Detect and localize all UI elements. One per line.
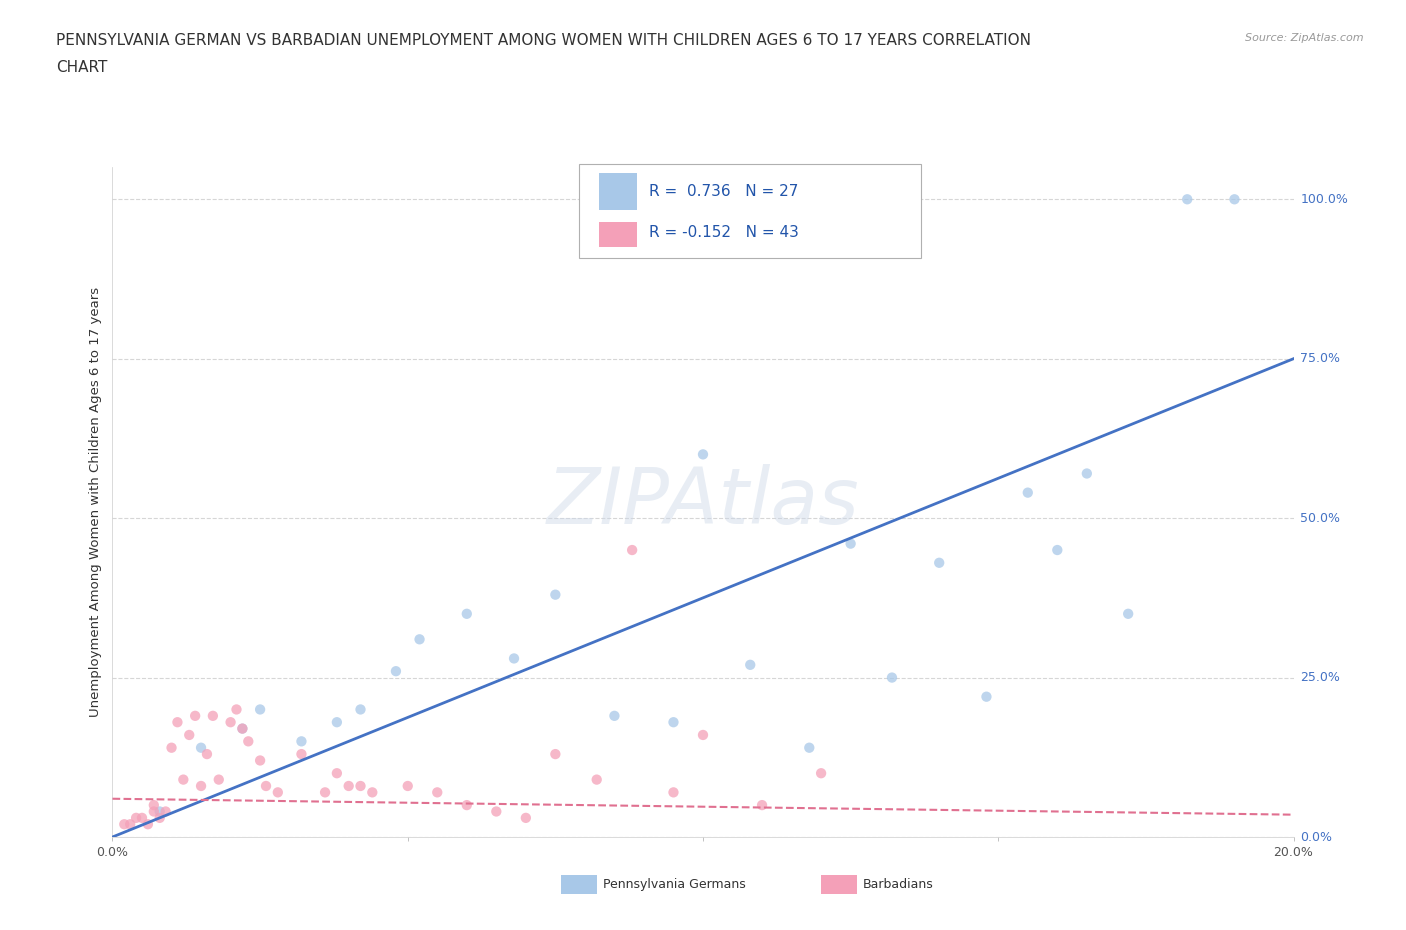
Point [142,798,165,813]
FancyBboxPatch shape [599,221,637,247]
FancyBboxPatch shape [561,875,596,894]
Point [249,702,271,717]
Text: Source: ZipAtlas.com: Source: ZipAtlas.com [1246,33,1364,43]
Point [544,587,567,602]
Point [195,747,218,762]
Text: ZIPAtlas: ZIPAtlas [547,464,859,540]
Point [1175,192,1198,206]
Point [155,804,177,819]
Text: R =  0.736   N = 27: R = 0.736 N = 27 [648,184,799,199]
Point [201,709,224,724]
Point [1223,192,1246,206]
Point [179,727,201,742]
Point [225,702,247,717]
Point [880,671,903,685]
Point [166,715,188,730]
Point [662,715,685,730]
Point [290,734,312,749]
Point [1046,542,1069,557]
Point [839,537,862,551]
Point [503,651,526,666]
Point [231,721,253,736]
Point [219,715,242,730]
Text: CHART: CHART [56,60,108,75]
Point [160,740,183,755]
Point [456,798,478,813]
Point [190,778,212,793]
Point [515,810,537,825]
FancyBboxPatch shape [821,875,856,894]
Point [349,702,371,717]
Text: 25.0%: 25.0% [1301,671,1340,684]
Text: Barbadians: Barbadians [862,878,934,891]
Point [976,689,998,704]
Point [337,778,360,793]
Point [136,817,159,831]
Point [408,631,430,646]
Text: R = -0.152   N = 43: R = -0.152 N = 43 [648,225,799,240]
Point [692,447,714,462]
Point [190,740,212,755]
Point [254,778,277,793]
Point [740,658,762,672]
Point [326,765,349,780]
Y-axis label: Unemployment Among Women with Children Ages 6 to 17 years: Unemployment Among Women with Children A… [89,287,103,717]
Point [751,798,773,813]
Text: 50.0%: 50.0% [1301,512,1340,525]
Point [184,709,207,724]
Point [208,772,231,787]
Point [662,785,685,800]
Point [326,715,349,730]
Point [426,785,449,800]
Point [485,804,508,819]
Point [603,709,626,724]
Point [290,747,312,762]
Point [231,721,253,736]
Point [112,817,135,831]
FancyBboxPatch shape [599,173,637,210]
Point [349,778,371,793]
Text: PENNSYLVANIA GERMAN VS BARBADIAN UNEMPLOYMENT AMONG WOMEN WITH CHILDREN AGES 6 T: PENNSYLVANIA GERMAN VS BARBADIAN UNEMPLO… [56,33,1031,47]
Point [385,664,408,679]
Point [131,810,153,825]
Point [799,740,821,755]
Point [267,785,290,800]
Point [142,804,165,819]
Point [456,606,478,621]
Point [314,785,336,800]
Text: 75.0%: 75.0% [1301,352,1340,365]
Point [544,747,567,762]
Point [621,542,644,557]
Text: 100.0%: 100.0% [1301,193,1348,206]
Point [238,734,260,749]
Point [172,772,194,787]
Point [249,753,271,768]
Point [1076,466,1098,481]
Point [1017,485,1039,500]
Point [1116,606,1139,621]
Text: Pennsylvania Germans: Pennsylvania Germans [603,878,745,891]
Point [361,785,384,800]
Point [692,727,714,742]
Point [120,817,142,831]
Point [396,778,419,793]
FancyBboxPatch shape [579,164,921,258]
Point [928,555,950,570]
Point [149,804,172,819]
Point [585,772,607,787]
Point [149,810,172,825]
Point [810,765,832,780]
Point [125,810,148,825]
Text: 0.0%: 0.0% [1301,830,1333,844]
